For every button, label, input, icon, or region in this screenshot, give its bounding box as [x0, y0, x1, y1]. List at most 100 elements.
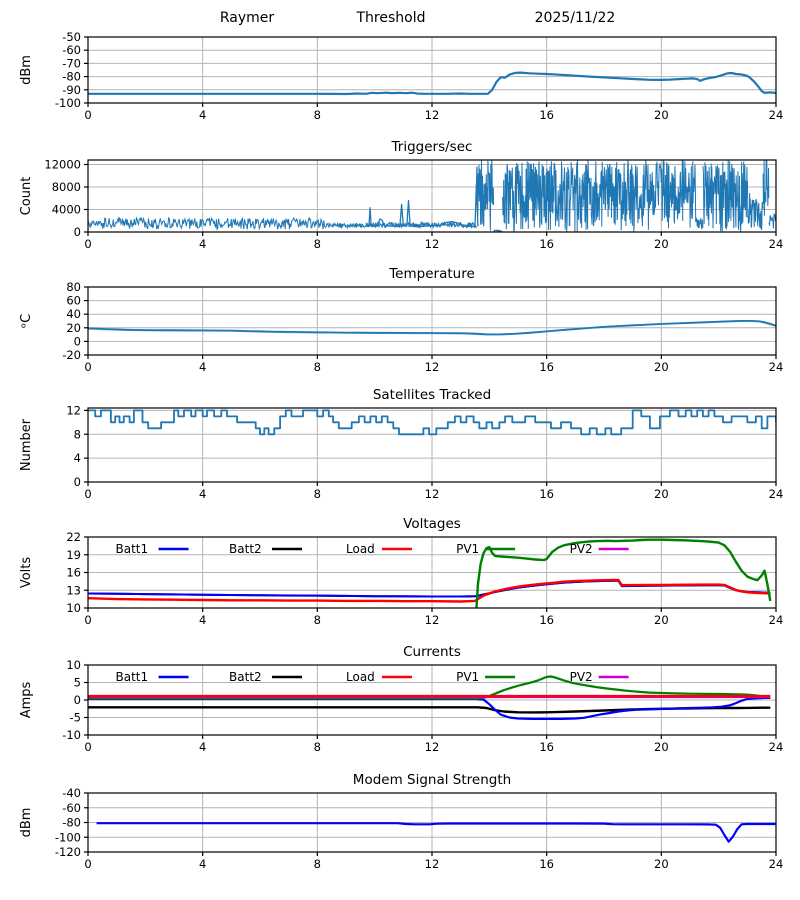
svg-text:-40: -40	[62, 786, 81, 800]
svg-text:20: 20	[654, 360, 669, 374]
svg-text:0: 0	[74, 225, 81, 239]
svg-text:-50: -50	[62, 30, 81, 44]
svg-text:12: 12	[425, 108, 440, 122]
series-temperature-1	[88, 320, 776, 336]
svg-text:-60: -60	[62, 43, 81, 57]
legend-label-pv2: PV2	[570, 542, 593, 556]
chart-modem: 0 4 8 12 16 20 24 -120 -100 -80 -60 -40 Modem Signal…	[0, 770, 800, 900]
svg-text:-120: -120	[55, 845, 81, 859]
svg-text:4: 4	[199, 857, 206, 871]
station-name: Raymer	[219, 10, 275, 26]
svg-text:12: 12	[425, 857, 440, 871]
svg-text:5: 5	[74, 676, 81, 690]
svg-text:12: 12	[425, 613, 440, 627]
svg-text:12: 12	[425, 487, 440, 501]
chart-triggers: 0 4 8 12 16 20 24 0 4000 8000 12000 Triggers/sec Cou…	[0, 130, 800, 255]
series-satellites	[88, 409, 776, 436]
svg-text:19: 19	[66, 548, 81, 562]
chart-title-temperature: Temperature	[388, 266, 475, 282]
chart-svg-currents: 0 4 8 12 16 20 24 -10 -5 0 5 10 Currents Amps Batt1 Bat…	[19, 644, 783, 754]
svg-text:8: 8	[314, 740, 321, 754]
svg-text:0: 0	[84, 487, 91, 501]
chart-svg-satellites: 0 4 8 12 16 20 24 0 4 8 12 Satellites Tracked Number	[19, 387, 784, 501]
svg-text:20: 20	[654, 487, 669, 501]
series-pv1-a	[88, 675, 771, 700]
svg-text:-80: -80	[62, 70, 81, 84]
svg-text:24: 24	[769, 613, 784, 627]
svg-text:-20: -20	[62, 348, 81, 362]
series-pv1-v	[475, 538, 772, 608]
svg-text:16: 16	[539, 487, 554, 501]
series-threshold	[88, 71, 776, 96]
chart-title-modem: Modem Signal Strength	[353, 772, 511, 788]
svg-text:-10: -10	[62, 728, 81, 742]
ylabel-threshold: dBm	[19, 55, 34, 85]
chart-title-satellites: Satellites Tracked	[373, 387, 491, 403]
svg-text:16: 16	[539, 740, 554, 754]
svg-text:0: 0	[84, 108, 91, 122]
legend-label-pv1: PV1	[456, 670, 479, 684]
svg-text:16: 16	[539, 360, 554, 374]
svg-text:20: 20	[654, 613, 669, 627]
svg-text:16: 16	[66, 566, 81, 580]
svg-text:22: 22	[66, 530, 81, 544]
svg-text:-90: -90	[62, 83, 81, 97]
svg-text:-5: -5	[70, 711, 81, 725]
svg-text:-100: -100	[55, 830, 81, 844]
svg-text:10: 10	[66, 601, 81, 615]
series-trigger-spikes	[366, 182, 479, 228]
legend-label-batt2: Batt2	[229, 542, 262, 556]
legend-label-load: Load	[346, 542, 375, 556]
svg-text:24: 24	[769, 237, 784, 251]
legend-label-pv2: PV2	[570, 670, 593, 684]
svg-text:8000: 8000	[52, 180, 81, 194]
svg-text:12000: 12000	[44, 158, 81, 172]
chart-svg-modem: 0 4 8 12 16 20 24 -120-100-80-60-40 Modem Signal…	[19, 772, 783, 871]
chart-threshold: 0 4 8 12 16 20 24 -100 -90 -80 -70 -60 -50 dBm	[0, 0, 800, 130]
svg-text:0: 0	[74, 334, 81, 348]
series-load-v	[88, 578, 771, 603]
svg-text:80: 80	[66, 280, 81, 294]
chart-satellites: 0 4 8 12 16 20 24 0 4 8 12 Satellites Tracked Number	[0, 380, 800, 510]
svg-text:0: 0	[84, 613, 91, 627]
svg-text:8: 8	[314, 487, 321, 501]
svg-text:13: 13	[66, 583, 81, 597]
svg-text:8: 8	[74, 427, 81, 441]
legend-label-batt1: Batt1	[116, 670, 149, 684]
chart-svg-threshold: 0 4 8 12 16 20 24 -100-90-80-70-60-50 dBm	[19, 30, 783, 122]
svg-text:16: 16	[539, 613, 554, 627]
svg-text:40: 40	[66, 307, 81, 321]
svg-text:4: 4	[199, 487, 206, 501]
svg-text:4: 4	[199, 237, 206, 251]
ylabel-voltages: Volts	[19, 557, 34, 589]
chart-voltages: 0 4 8 12 16 20 24 10 13 16 19 22 Voltages Volts Batt1 B…	[0, 510, 800, 640]
svg-text:8: 8	[314, 613, 321, 627]
svg-text:0: 0	[84, 237, 91, 251]
svg-text:16: 16	[539, 857, 554, 871]
series-batt1-v	[88, 579, 771, 598]
svg-text:12: 12	[425, 740, 440, 754]
figure-header: Raymer Threshold 2025/11/22	[0, 10, 800, 30]
svg-text:20: 20	[654, 108, 669, 122]
threshold-panel-title: Threshold	[356, 10, 426, 26]
svg-text:-60: -60	[62, 801, 81, 815]
svg-text:0: 0	[84, 740, 91, 754]
svg-text:16: 16	[539, 237, 554, 251]
legend-label-load: Load	[346, 670, 375, 684]
svg-text:4: 4	[199, 613, 206, 627]
ylabel-satellites: Number	[19, 418, 34, 471]
svg-text:20: 20	[654, 237, 669, 251]
svg-text:24: 24	[769, 487, 784, 501]
svg-text:0: 0	[84, 360, 91, 374]
svg-text:4: 4	[74, 451, 81, 465]
figure-date: 2025/11/22	[534, 10, 616, 26]
legend-label-pv1: PV1	[456, 542, 479, 556]
chart-title-currents: Currents	[403, 644, 461, 660]
svg-text:-100: -100	[55, 96, 81, 110]
chart-title-triggers: Triggers/sec	[391, 139, 473, 155]
svg-text:4: 4	[199, 740, 206, 754]
chart-currents: 0 4 8 12 16 20 24 -10 -5 0 5 10 Currents Amps Batt1 Bat…	[0, 640, 800, 770]
chart-svg-triggers: 0 4 8 12 16 20 24 0 4000 8000 12000 Triggers/sec Cou…	[19, 139, 784, 251]
